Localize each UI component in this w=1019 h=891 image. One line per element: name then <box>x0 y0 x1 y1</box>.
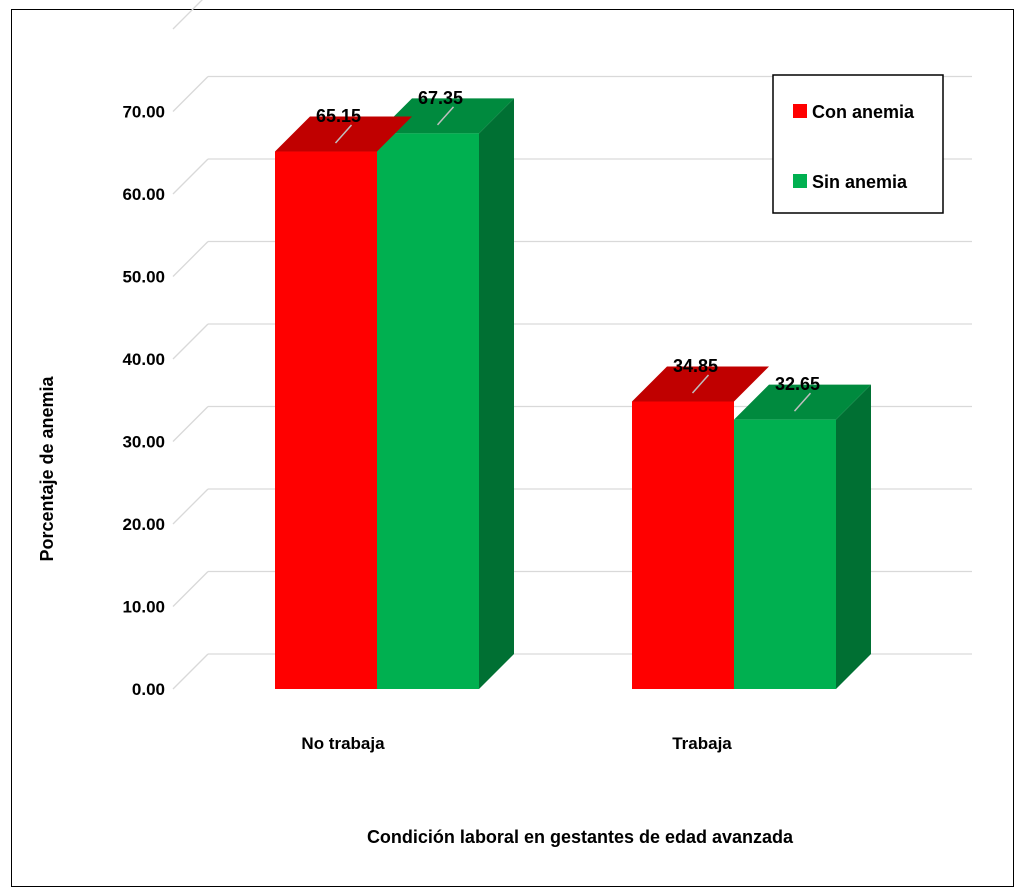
gridline-diagonal <box>172 241 209 277</box>
y-tick-label: 60.00 <box>122 185 165 204</box>
y-tick-label: 10.00 <box>122 598 165 617</box>
bar-front <box>734 419 836 689</box>
gridline-diagonal <box>172 406 209 442</box>
bar-front <box>632 401 734 689</box>
x-category-label: No trabaja <box>301 734 385 753</box>
y-tick-label: 30.00 <box>122 433 165 452</box>
y-tick-label: 0.00 <box>132 680 165 699</box>
bar-front <box>275 151 377 689</box>
data-label-leader <box>793 392 812 412</box>
gridline-diagonal <box>172 653 209 690</box>
gridline-diagonal <box>172 488 209 525</box>
legend: Con anemia Sin anemia <box>772 74 944 214</box>
legend-swatch-sin-anemia <box>793 174 807 188</box>
legend-swatch-con-anemia <box>793 104 807 118</box>
data-label: 67.35 <box>418 88 463 108</box>
x-category-label: Trabaja <box>672 734 732 753</box>
bar-side <box>479 98 514 690</box>
bar-con-anemia <box>275 116 412 689</box>
data-label: 34.85 <box>673 356 718 376</box>
bar-side <box>836 384 871 689</box>
data-label: 32.65 <box>775 374 820 394</box>
x-axis-title: Condición laboral en gestantes de edad a… <box>367 827 794 847</box>
x-axis-categories: No trabaja Trabaja <box>301 734 732 753</box>
gridline-diagonal <box>172 158 209 195</box>
data-labels: 67.35 65.15 32.65 34.85 <box>316 88 820 412</box>
gridline-diagonal <box>172 323 209 360</box>
gridline-diagonal <box>172 0 203 30</box>
legend-label-con-anemia: Con anemia <box>812 102 915 122</box>
data-label-leader <box>334 124 353 144</box>
y-axis-title: Porcentaje de anemia <box>37 375 57 561</box>
bar-con-anemia <box>632 366 769 689</box>
legend-label-sin-anemia: Sin anemia <box>812 172 908 192</box>
bar-sin-anemia <box>734 384 871 689</box>
legend-box <box>772 74 944 214</box>
data-label: 65.15 <box>316 106 361 126</box>
y-tick-label: 40.00 <box>122 350 165 369</box>
y-tick-label: 20.00 <box>122 515 165 534</box>
y-tick-label: 70.00 <box>122 103 165 122</box>
data-label-leader <box>691 374 710 394</box>
bar-front <box>377 133 479 690</box>
data-label-leader <box>436 106 455 126</box>
bar-sin-anemia <box>377 98 514 690</box>
y-axis-ticks: 0.00 10.00 20.00 30.00 40.00 50.00 60.00 70.00 <box>122 103 165 700</box>
gridline-diagonal <box>172 76 209 112</box>
gridline-diagonal <box>172 571 209 607</box>
y-tick-label: 50.00 <box>122 268 165 287</box>
